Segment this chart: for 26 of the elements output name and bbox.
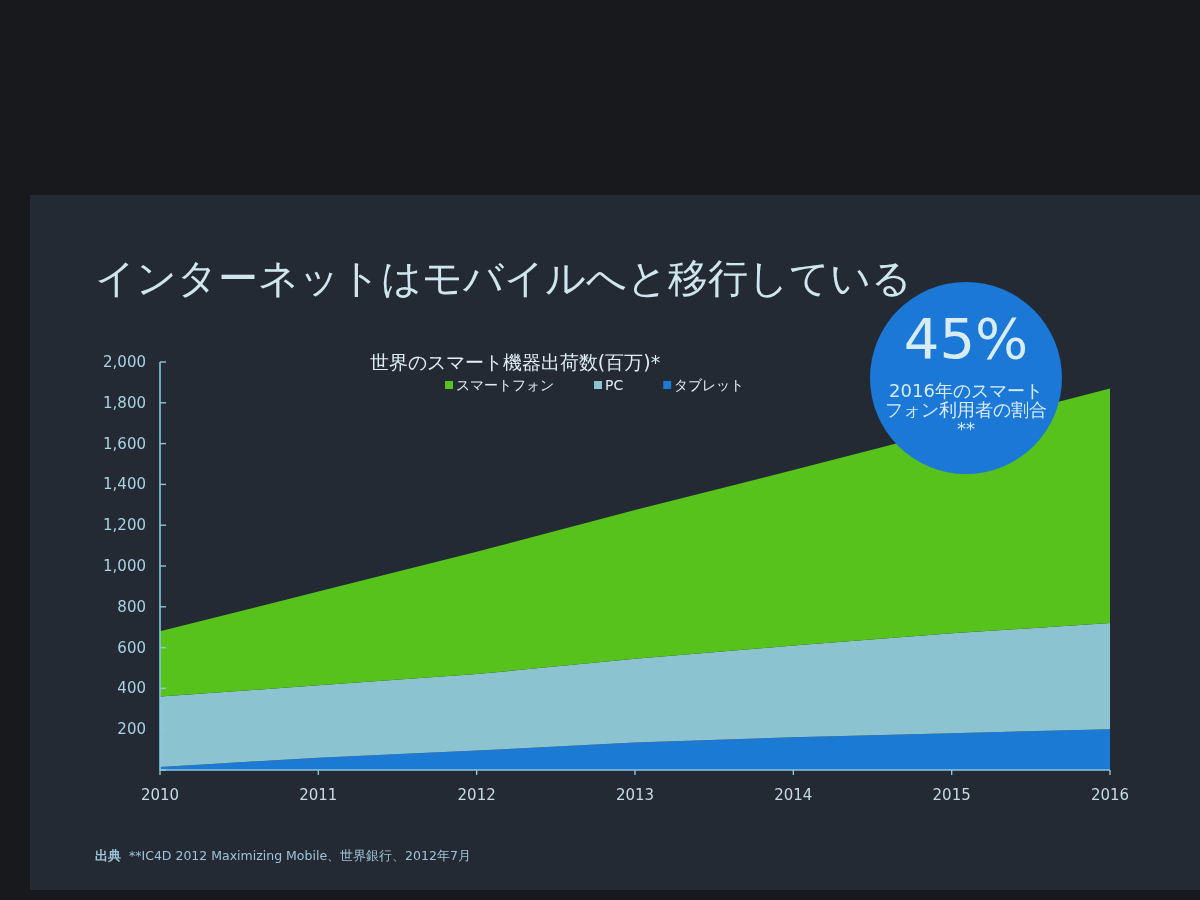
y-tick-label: 600	[117, 638, 146, 657]
chart-subtitle: 世界のスマート機器出荷数(百万)*	[369, 351, 661, 373]
x-tick-label: 2015	[932, 786, 971, 804]
x-tick-label: 2014	[774, 786, 813, 804]
y-tick-label: 1,000	[103, 557, 146, 575]
x-tick-label: 2012	[457, 786, 496, 804]
y-tick-label: 1,400	[103, 475, 146, 494]
y-tick-label: 400	[117, 679, 146, 698]
legend-label: タブレット	[674, 377, 745, 393]
x-tick-label: 2013	[615, 786, 655, 804]
x-tick-label: 2011	[299, 786, 338, 804]
chart-title: インターネットはモバイルへと移行している	[95, 255, 912, 301]
annotation: 2016年のスマートフォン利用者の割合**	[884, 380, 1048, 439]
text: **IC4D 2012 Maximizing Mobile、世界銀行、2012年7月	[129, 848, 471, 863]
y-tick-label: 1,200	[103, 516, 146, 535]
y-tick-label: 1,800	[103, 393, 146, 412]
x-tick-label: 2016	[1090, 786, 1130, 804]
legend-label: スマートフォン	[456, 377, 554, 393]
x-tick-label: 2010	[140, 786, 180, 804]
y-tick-label: 2,000	[103, 353, 146, 371]
annotation: 45%	[903, 306, 1029, 371]
y-tick-label: 1,600	[103, 434, 146, 453]
text: 出典	[95, 848, 121, 863]
y-tick-label: 200	[117, 720, 146, 739]
y-tick-label: 800	[117, 597, 146, 616]
legend-label: PC	[605, 377, 624, 393]
